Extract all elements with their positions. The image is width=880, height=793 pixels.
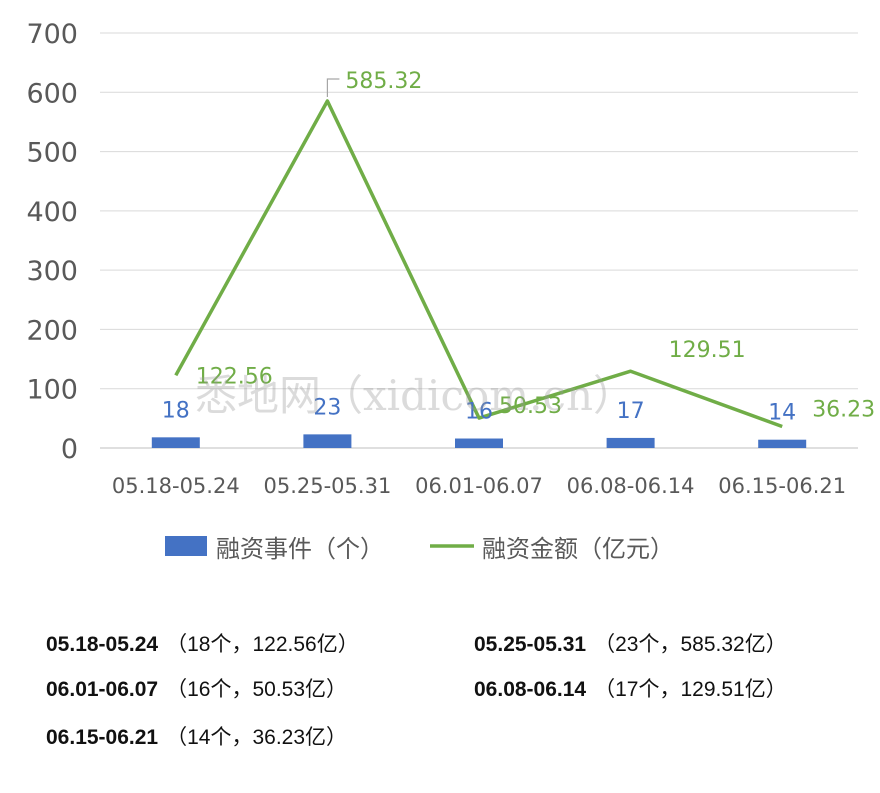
summary-item: 06.01-06.07 （16个，50.53亿） — [46, 673, 347, 703]
line-value-label: 50.53 — [499, 394, 562, 419]
summary-range: 06.01-06.07 — [46, 678, 159, 701]
gridlines — [100, 32, 858, 449]
summary-item: 05.18-05.24 （18个，122.56亿） — [46, 628, 359, 658]
summary-range: 05.25-05.31 — [474, 633, 587, 656]
bar-value-label: 18 — [162, 398, 190, 423]
y-tick-label: 200 — [26, 315, 78, 346]
summary-range: 05.18-05.24 — [46, 633, 159, 656]
line-value-label: 585.32 — [345, 69, 422, 94]
summary-range: 06.15-06.21 — [46, 726, 159, 749]
x-axis-ticks: 05.18-05.24 05.25-05.31 06.01-06.07 06.08-0… — [112, 474, 846, 498]
summary-item: 06.15-06.21 （14个，36.23亿） — [46, 721, 347, 751]
y-tick-label: 700 — [26, 19, 78, 50]
summary-detail: （16个，50.53亿） — [166, 678, 348, 701]
bar-value-label: 14 — [768, 401, 796, 426]
y-tick-label: 100 — [26, 375, 78, 406]
chart: 0 100 200 300 400 500 600 700 18 23 16 17 14 122.56 5… — [26, 19, 875, 563]
summary-range: 06.08-06.14 — [474, 678, 587, 701]
x-tick-label: 06.15-06.21 — [718, 474, 846, 498]
line-value-label: 129.51 — [669, 338, 746, 363]
bar — [303, 434, 352, 448]
bar-value-label: 16 — [465, 400, 493, 425]
summary-detail: （23个，585.32亿） — [594, 633, 787, 656]
y-tick-label: 400 — [26, 197, 78, 228]
line-series — [174, 99, 783, 429]
y-tick-label: 0 — [61, 434, 78, 465]
bar-value-label: 23 — [313, 395, 341, 420]
y-axis-ticks: 0 100 200 300 400 500 600 700 — [26, 19, 78, 465]
legend-line-label: 融资金额（亿元） — [482, 535, 674, 563]
summary-item: 06.08-06.14 （17个，129.51亿） — [474, 673, 787, 703]
x-tick-label: 05.18-05.24 — [112, 474, 240, 498]
summary-detail: （17个，129.51亿） — [594, 678, 787, 701]
summary-detail: （18个，122.56亿） — [166, 633, 359, 656]
summary-detail: （14个，36.23亿） — [166, 726, 348, 749]
leader-line — [326, 78, 340, 97]
bar — [758, 439, 807, 448]
bar — [606, 437, 655, 448]
legend: 融资事件（个） 融资金额（亿元） — [165, 535, 674, 563]
line-value-label: 122.56 — [196, 364, 273, 389]
x-tick-label: 06.08-06.14 — [567, 474, 695, 498]
watermark: 悉地网（xidicom.cn） — [195, 371, 635, 420]
bar — [455, 438, 503, 448]
legend-bar-swatch — [165, 536, 207, 556]
y-tick-label: 600 — [26, 78, 78, 109]
legend-bar-label: 融资事件（个） — [216, 535, 384, 563]
y-tick-label: 500 — [26, 138, 78, 169]
bar-series — [151, 434, 807, 448]
data-labels: 18 23 16 17 14 122.56 585.32 50.53 129.51 36.23 — [162, 69, 875, 426]
bar-value-label: 17 — [617, 399, 645, 424]
y-tick-label: 300 — [26, 256, 78, 287]
x-tick-label: 06.01-06.07 — [415, 474, 543, 498]
line-value-label: 36.23 — [812, 398, 875, 423]
summary-item: 05.25-05.31 （23个，585.32亿） — [474, 628, 787, 658]
bar — [151, 437, 200, 448]
x-tick-label: 05.25-05.31 — [263, 474, 391, 498]
